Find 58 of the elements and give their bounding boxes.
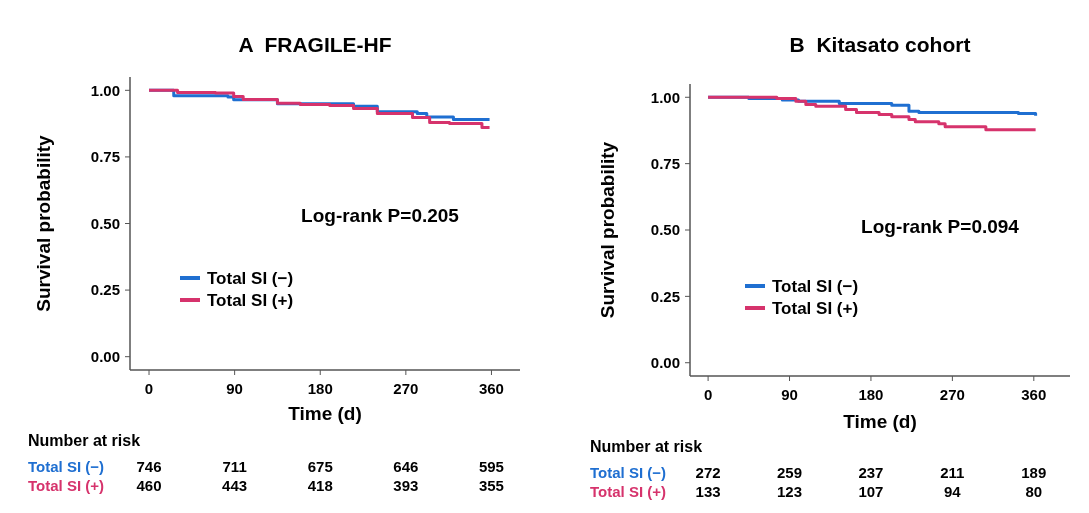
chart-title: B Kitasato cohort [789, 33, 971, 56]
y-tick-label: 0.25 [90, 281, 120, 299]
y-tick-label: 0.00 [650, 353, 680, 371]
text: 418 [307, 477, 333, 494]
x-tick-label: 270 [939, 386, 965, 403]
y-tick-label: 1.00 [650, 88, 680, 106]
legend-label: Total SI (−) [207, 268, 294, 288]
text: 259 [777, 464, 803, 481]
text: 237 [858, 464, 884, 481]
text: Number at risk [28, 432, 141, 449]
y-tick-label: 0.50 [90, 214, 120, 232]
y-tick-label: 1.00 [90, 81, 120, 99]
y-tick-label: 0.50 [650, 221, 680, 239]
text: 746 [136, 458, 162, 475]
text: 393 [393, 477, 419, 494]
y-tick-label: 0.75 [90, 148, 120, 166]
text: 189 [1021, 464, 1047, 481]
legend-label: Total SI (+) [772, 298, 859, 318]
text: Number at risk [590, 438, 703, 455]
text: 675 [307, 458, 333, 475]
x-tick-label: 270 [393, 380, 419, 397]
annotation: Log-rank P=0.205 [301, 205, 460, 226]
legend-label: Total SI (+) [207, 290, 294, 310]
y-axis-title: Survival probability [597, 141, 618, 319]
x-axis-title: Time (d) [288, 403, 362, 424]
x-tick-label: 0 [703, 386, 713, 403]
y-axis-title: Survival probability [33, 134, 54, 312]
x-tick-label: 0 [144, 380, 154, 397]
text: 355 [478, 477, 504, 494]
annotation: Log-rank P=0.094 [861, 216, 1020, 237]
x-axis-title: Time (d) [843, 411, 917, 432]
text: 711 [222, 458, 247, 475]
text: 133 [695, 483, 721, 500]
text: 211 [940, 464, 965, 481]
text: 107 [858, 483, 884, 500]
text: 123 [777, 483, 803, 500]
text: 646 [393, 458, 419, 475]
x-tick-label: 360 [478, 380, 504, 397]
text: 443 [222, 477, 248, 494]
text: Total SI (−) [28, 458, 104, 475]
x-tick-label: 360 [1021, 386, 1047, 403]
legend-label: Total SI (−) [772, 276, 859, 296]
y-tick-label: 0.00 [90, 347, 120, 365]
text: Total SI (+) [28, 477, 104, 494]
text: 460 [136, 477, 162, 494]
x-tick-label: 90 [781, 386, 798, 403]
y-tick-label: 0.25 [650, 287, 680, 305]
y-tick-label: 0.75 [650, 154, 680, 172]
x-tick-label: 90 [226, 380, 243, 397]
text: 94 [944, 483, 962, 500]
text: Total SI (+) [590, 483, 666, 500]
text: 80 [1025, 483, 1043, 500]
x-tick-label: 180 [858, 386, 884, 403]
text: Total SI (−) [590, 464, 666, 481]
text: 272 [695, 464, 721, 481]
chart-title: A FRAGILE-HF [238, 33, 392, 56]
text: 595 [478, 458, 504, 475]
x-tick-label: 180 [307, 380, 333, 397]
